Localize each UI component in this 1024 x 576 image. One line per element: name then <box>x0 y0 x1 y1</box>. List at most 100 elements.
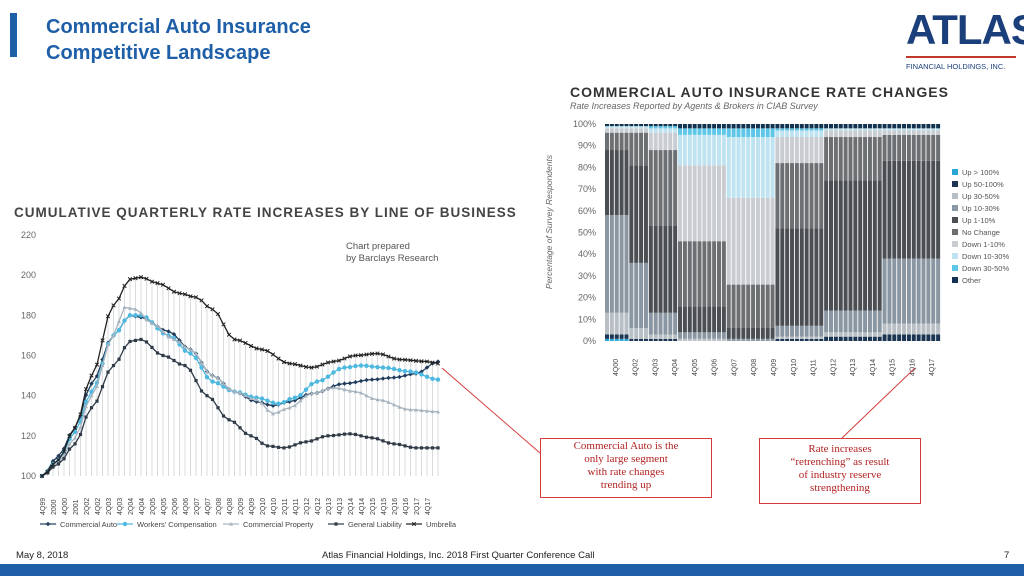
point-commercial-property <box>194 351 198 356</box>
point-commercial-property <box>282 407 286 411</box>
point-umbrella <box>149 279 155 284</box>
legend-item: Up 30-50% <box>952 192 1000 201</box>
legend-label: Commercial Property <box>243 520 314 529</box>
point-commercial-property <box>320 388 325 393</box>
point-umbrella <box>221 322 226 327</box>
y-tick-label: 60% <box>578 206 596 216</box>
callout-line: Rate increases <box>808 443 872 455</box>
bar-segment <box>609 338 614 341</box>
bar-segment <box>848 180 853 311</box>
bar-segment <box>712 241 717 307</box>
legend-label: Up > 100% <box>962 168 1000 177</box>
bar-segment <box>624 132 629 151</box>
bar-segment <box>867 332 872 337</box>
bar-column <box>902 124 907 341</box>
bar-segment <box>867 336 872 341</box>
bar-segment <box>906 160 911 259</box>
point-umbrella <box>364 352 369 357</box>
bar-segment <box>731 327 736 339</box>
callout-line: strengthening <box>810 482 870 494</box>
point-umbrella <box>248 343 254 349</box>
point-umbrella <box>369 351 375 356</box>
point-umbrella <box>182 292 188 297</box>
bar-segment <box>692 128 697 135</box>
point-general-liability <box>436 446 440 450</box>
legend-item: Down 1-10% <box>952 240 1005 249</box>
bar-segment <box>609 132 614 151</box>
bar-column <box>629 124 634 341</box>
bar-segment <box>785 163 790 229</box>
point-general-liability <box>221 414 226 418</box>
bar-segment <box>790 228 795 326</box>
bar-column <box>867 124 872 341</box>
bar-column <box>906 124 911 341</box>
bar-segment <box>872 336 877 341</box>
bar-segment <box>673 334 678 339</box>
bar-segment <box>648 126 653 129</box>
bar-segment <box>775 228 780 326</box>
bar-segment <box>858 332 863 337</box>
bar-segment <box>634 327 639 339</box>
bar-column <box>794 124 799 341</box>
point-workers-compensation <box>270 400 276 405</box>
bar-segment <box>751 137 756 198</box>
point-workers-compensation <box>342 365 347 370</box>
legend-label: Down 1-10% <box>962 240 1005 249</box>
point-umbrella <box>39 473 45 479</box>
bar-segment <box>643 262 648 328</box>
point-umbrella <box>336 358 342 363</box>
bar-segment <box>853 130 858 138</box>
x-tick-label: 2Q06 <box>172 498 179 515</box>
bar-segment <box>911 258 916 324</box>
point-general-liability <box>78 432 83 437</box>
bar-segment <box>668 312 673 335</box>
bar-segment <box>838 130 843 138</box>
bar-segment <box>902 130 907 135</box>
point-commercial-property <box>172 337 176 342</box>
bar-segment <box>911 323 916 335</box>
bar-segment <box>829 128 833 131</box>
bar-segment <box>760 327 765 339</box>
bar-segment <box>755 197 760 285</box>
bar-segment <box>858 130 863 138</box>
bar-column <box>726 124 731 341</box>
bar-segment <box>770 338 775 341</box>
bar-segment <box>897 160 902 259</box>
bar-segment <box>619 150 624 216</box>
point-general-liability <box>183 363 187 368</box>
bar-segment <box>731 284 736 328</box>
bar-segment <box>858 128 863 131</box>
bar-segment <box>605 215 609 313</box>
x-tick-label: 2Q09 <box>238 498 245 515</box>
bar-segment <box>799 338 804 341</box>
bar-segment <box>721 134 726 166</box>
bar-segment <box>867 128 872 131</box>
point-commercial-property <box>249 396 253 401</box>
bar-column <box>872 124 877 341</box>
callout-pointer <box>441 367 541 454</box>
bar-segment <box>804 128 809 131</box>
bar-segment <box>765 128 770 138</box>
x-tick-label: 4Q00 <box>62 498 69 515</box>
legend-swatch <box>952 241 958 247</box>
point-umbrella <box>116 296 122 301</box>
bar-segment <box>687 338 692 341</box>
bar-segment <box>697 332 702 339</box>
bar-segment <box>692 124 697 129</box>
point-commercial-property <box>386 400 391 404</box>
bar-segment <box>663 338 668 341</box>
point-workers-compensation <box>358 363 364 368</box>
point-commercial-property <box>392 402 396 407</box>
point-commercial-property <box>348 389 352 393</box>
bar-segment <box>936 323 941 335</box>
point-workers-compensation <box>408 369 413 374</box>
bar-segment <box>678 134 683 166</box>
bar-column <box>863 124 868 341</box>
bar-column <box>848 124 853 341</box>
bar-segment <box>887 258 892 324</box>
bar-column <box>609 124 614 341</box>
legend-swatch <box>952 265 958 271</box>
point-general-liability <box>375 437 380 441</box>
bar-segment <box>906 124 911 129</box>
point-general-liability <box>56 462 61 466</box>
